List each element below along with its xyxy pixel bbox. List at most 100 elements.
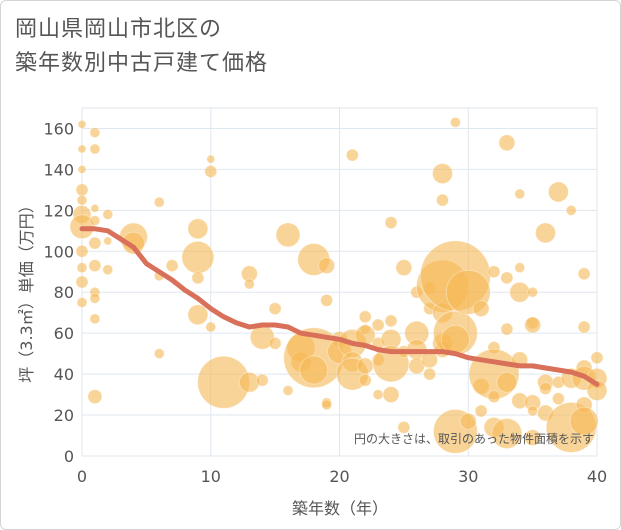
bubble-point <box>268 302 282 316</box>
bubble-point <box>77 144 87 154</box>
bubble-point <box>436 193 449 207</box>
bubble-point <box>491 417 523 449</box>
bubble-point <box>102 208 114 220</box>
trend-line <box>79 226 600 387</box>
bubble-point <box>76 296 88 308</box>
bubble-point <box>76 262 88 274</box>
bubble-point <box>318 257 336 275</box>
bubble-point <box>551 392 565 406</box>
y-axis-ticks: 0 20 40 60 80 100 120 140 160 <box>43 119 74 466</box>
bubble-point <box>577 267 591 281</box>
x-axis-ticks: 0 10 20 30 40 <box>77 467 607 486</box>
bubble-point <box>356 357 374 375</box>
bubble-point <box>498 134 516 152</box>
x-axis-label: 築年数（年） <box>292 499 388 518</box>
y-tick-label: 160 <box>43 119 74 138</box>
bubble-point <box>474 404 488 418</box>
bubble-point <box>76 194 88 206</box>
bubble-point <box>77 119 87 129</box>
bubble-point <box>89 143 101 155</box>
chart-title-line2: 築年数別中古戸建て価格 <box>15 51 269 76</box>
bubble-point <box>565 204 577 216</box>
bubble-point <box>527 286 539 298</box>
bubble-point <box>487 265 501 279</box>
bubble-point <box>88 236 102 250</box>
bubble-point <box>321 399 333 411</box>
bubble-point <box>514 188 526 200</box>
x-tick-label: 30 <box>458 467 478 486</box>
bubble-series <box>69 116 608 454</box>
bubble-point <box>181 240 215 274</box>
x-tick-label: 40 <box>587 467 607 486</box>
bubble-point <box>358 310 372 324</box>
bubble-point <box>187 304 209 326</box>
bubble-point <box>472 300 490 318</box>
bubble-point <box>165 259 179 273</box>
bubble-point <box>345 148 359 162</box>
x-tick-label: 0 <box>77 467 87 486</box>
y-axis-label: 坪（3.3㎡）単価（万円） <box>17 197 36 382</box>
y-tick-label: 40 <box>54 365 74 384</box>
bubble-point <box>268 336 282 350</box>
bubble-point <box>372 389 384 401</box>
bubble-point <box>75 183 89 197</box>
bubble-point <box>320 293 334 307</box>
bubble-point <box>243 278 255 290</box>
bubble-point <box>75 275 89 289</box>
y-tick-label: 120 <box>43 201 74 220</box>
bubble-point <box>577 320 591 334</box>
y-tick-label: 0 <box>64 447 74 466</box>
bubble-point <box>590 351 604 365</box>
bubble-point <box>87 389 103 405</box>
bubble-point <box>547 181 569 203</box>
bubble-point <box>421 351 439 369</box>
bubble-point <box>449 116 461 128</box>
bubble-point <box>397 420 411 434</box>
y-tick-label: 80 <box>54 283 74 302</box>
bubble-point <box>102 264 114 276</box>
bubble-point <box>153 196 165 208</box>
bubble-point <box>432 163 453 185</box>
bubble-point <box>371 318 385 332</box>
bubble-point <box>500 271 514 285</box>
bubble-point <box>205 321 217 333</box>
bubble-point <box>75 244 89 258</box>
bubble-point <box>527 405 539 417</box>
bubble-point <box>358 373 372 387</box>
bubble-point <box>384 216 398 230</box>
bubble-point <box>440 324 470 354</box>
bubble-point <box>275 222 301 248</box>
bubble-point <box>153 348 165 360</box>
bubble-point <box>299 355 329 385</box>
bubble-point <box>500 322 514 336</box>
bubble-point <box>103 236 113 246</box>
bubble-point <box>88 259 102 273</box>
bubble-point <box>384 314 398 328</box>
chart-title: 岡山県岡山市北区の 築年数別中古戸建て価格 <box>15 13 268 81</box>
bubble-point <box>487 390 501 404</box>
bubble-point <box>187 218 209 240</box>
bubble-point <box>255 373 269 387</box>
bubble-point <box>90 203 100 213</box>
bubble-point <box>569 406 599 436</box>
bubble-point <box>395 259 413 277</box>
bubble-point <box>539 381 552 395</box>
bubble-point <box>191 271 205 285</box>
bubble-point <box>459 412 477 430</box>
bubble-point <box>524 316 542 334</box>
x-tick-label: 10 <box>201 467 221 486</box>
bubble-point <box>282 384 294 396</box>
chart-title-line1: 岡山県岡山市北区の <box>15 17 223 42</box>
x-tick-label: 20 <box>329 467 349 486</box>
bubble-point <box>535 222 556 244</box>
bubble-point <box>77 164 87 174</box>
size-annotation: 円の大きさは、取引のあった物件面積を示す <box>354 431 594 446</box>
y-tick-label: 60 <box>54 324 74 343</box>
bubble-point <box>206 154 216 164</box>
bubble-point <box>423 367 437 381</box>
bubble-point <box>586 379 608 401</box>
bubble-point <box>89 127 101 139</box>
bubble-point <box>89 215 101 227</box>
y-tick-label: 140 <box>43 160 74 179</box>
